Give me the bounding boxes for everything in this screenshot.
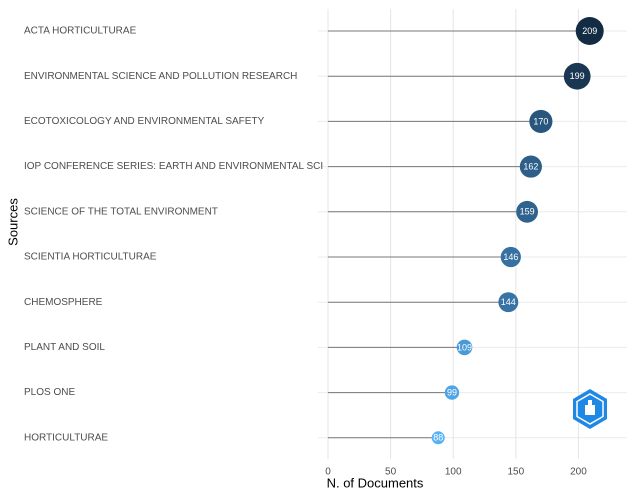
- category-label: SCIENTIA HORTICULTURAE: [24, 252, 157, 263]
- dot: [516, 200, 539, 223]
- dot-label: 162: [523, 161, 538, 171]
- dot-label: 88: [433, 433, 443, 443]
- dot: [519, 155, 542, 178]
- category-label: ACTA HORTICULTURAE: [24, 26, 137, 37]
- dot: [563, 62, 591, 90]
- dot-label: 199: [570, 71, 585, 81]
- x-tick-label: 100: [445, 467, 462, 478]
- x-axis-title: N. of Documents: [327, 475, 424, 489]
- category-label: ENVIRONMENTAL SCIENCE AND POLLUTION RESE…: [24, 71, 297, 82]
- category-label: ECOTOXICOLOGY AND ENVIRONMENTAL SAFETY: [24, 116, 265, 127]
- logo: [573, 389, 607, 429]
- dot: [575, 17, 604, 45]
- x-tick-label: 50: [385, 467, 397, 478]
- dot: [456, 339, 473, 356]
- dot: [498, 292, 519, 313]
- dot: [500, 246, 521, 268]
- dot-label: 99: [447, 387, 457, 397]
- dot-label: 170: [533, 116, 548, 126]
- category-label: CHEMOSPHERE: [24, 297, 103, 308]
- dot-label: 146: [503, 252, 518, 262]
- dot: [444, 385, 460, 400]
- dot-label: 159: [520, 207, 535, 217]
- category-label: SCIENCE OF THE TOTAL ENVIRONMENT: [24, 206, 218, 217]
- dot-label: 209: [582, 26, 597, 36]
- dot: [529, 109, 553, 133]
- category-label: PLOS ONE: [24, 387, 75, 398]
- category-label: IOP CONFERENCE SERIES: EARTH AND ENVIRON…: [24, 161, 323, 172]
- category-label: PLANT AND SOIL: [24, 342, 105, 353]
- dot-label: 109: [457, 342, 472, 352]
- category-label: HORTICULTURAE: [24, 432, 108, 443]
- dot: [431, 431, 445, 445]
- x-tick-label: 0: [325, 467, 331, 478]
- y-axis-title: Sources: [5, 198, 20, 246]
- dot-label: 144: [501, 297, 516, 307]
- x-tick-label: 150: [507, 467, 524, 478]
- x-tick-label: 200: [570, 467, 587, 478]
